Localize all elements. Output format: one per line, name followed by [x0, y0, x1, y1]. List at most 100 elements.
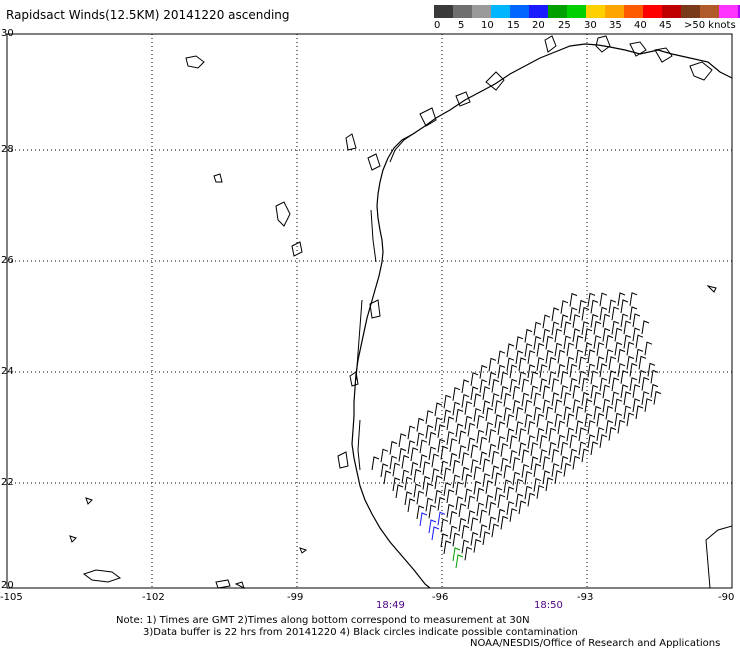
wind-barb	[449, 525, 458, 540]
wind-barb	[467, 510, 476, 524]
wind-barb	[539, 378, 548, 393]
wind-barb	[542, 470, 551, 485]
wind-barb	[560, 455, 569, 470]
wind-barb	[437, 424, 446, 438]
legend-color-swatch	[681, 5, 700, 18]
wind-barb	[488, 516, 497, 531]
wind-barb	[464, 401, 473, 415]
wind-barb	[620, 313, 629, 328]
wind-barb	[635, 348, 644, 363]
wind-barb	[434, 402, 443, 417]
wind-barb	[443, 467, 452, 482]
wind-barb	[614, 412, 623, 427]
wind-barb	[641, 320, 650, 335]
wind-barb	[425, 424, 434, 439]
wind-barb	[419, 512, 428, 527]
wind-barb	[464, 415, 473, 430]
wind-barb	[521, 378, 530, 393]
wind-barb	[593, 335, 602, 349]
wind-barb	[527, 420, 536, 435]
wind-barb	[380, 448, 389, 463]
wind-barb	[623, 320, 632, 335]
wind-barb	[506, 501, 515, 515]
wind-barb	[620, 384, 629, 399]
wind-barb	[527, 364, 536, 379]
wind-barb	[500, 371, 509, 386]
wind-barb	[461, 466, 470, 481]
wind-barb	[560, 314, 569, 329]
wind-barb	[458, 503, 467, 517]
wind-barb	[605, 405, 614, 420]
wind-barb	[431, 453, 440, 468]
wind-barb	[488, 371, 497, 386]
wind-barb	[566, 427, 575, 442]
wind-barb	[512, 385, 521, 400]
wind-barb	[581, 377, 590, 392]
wind-barb	[641, 376, 650, 391]
legend-color-swatch	[510, 5, 529, 18]
wind-barb	[536, 342, 545, 357]
wind-barb	[443, 409, 452, 424]
wind-barb	[443, 482, 452, 496]
wind-barb	[572, 314, 581, 328]
lon-tick-label: -99	[287, 592, 304, 603]
wind-barb	[533, 321, 542, 336]
legend-tick-label: 0	[434, 20, 441, 31]
wind-barb	[494, 487, 503, 501]
wind-barb	[569, 292, 578, 307]
barrier-island	[355, 299, 363, 381]
barrier-island	[357, 419, 361, 471]
wind-barb	[548, 427, 557, 442]
wind-barb	[590, 313, 599, 328]
wind-barb	[503, 407, 512, 421]
wind-barb	[566, 356, 575, 371]
wind-barb	[578, 441, 587, 456]
wind-barb	[617, 348, 626, 363]
wind-barb	[461, 379, 470, 394]
wind-barb	[623, 391, 632, 406]
lon-tick-label: -90	[718, 592, 735, 603]
wind-barb	[485, 422, 494, 436]
wind-barb	[563, 406, 572, 421]
wind-barb	[446, 503, 455, 518]
wind-barb	[440, 445, 449, 460]
wind-barb	[389, 455, 398, 470]
wind-barb	[494, 400, 503, 414]
wind-barb	[500, 385, 509, 400]
wind-barb	[518, 371, 527, 386]
wind-barb	[419, 439, 428, 454]
wind-barb	[458, 445, 467, 459]
wind-barb	[575, 335, 584, 350]
wind-barb	[512, 457, 521, 471]
wind-barb	[425, 497, 434, 512]
legend-tick-label: >50 knots	[684, 20, 736, 31]
wind-barb	[512, 471, 521, 486]
footnote-line: Note: 1) Times are GMT 2)Times along bot…	[116, 615, 530, 626]
wind-barb	[497, 494, 506, 508]
legend-labels: 0 5 10 15 20 25 30 35 40 45 >50 knots	[434, 20, 736, 34]
wind-barb	[551, 321, 560, 336]
wind-barb	[587, 434, 596, 449]
wind-barb	[443, 540, 452, 555]
wind-barb	[551, 307, 560, 322]
wind-barb	[428, 431, 437, 446]
wind-barb	[398, 433, 407, 447]
legend-color-swatch	[605, 5, 624, 18]
wind-barb	[434, 475, 443, 489]
lon-tick-label: -105	[0, 592, 23, 603]
wind-barb	[371, 456, 380, 471]
wind-barb	[452, 387, 461, 401]
wind-barb	[470, 531, 479, 546]
lat-tick-label: 30	[1, 28, 14, 39]
wind-barb	[557, 434, 566, 449]
wind-barb	[542, 328, 551, 343]
wind-barb	[467, 422, 476, 437]
wind-barb	[506, 486, 515, 501]
wind-barb	[518, 357, 527, 372]
legend-tick-label: 10	[481, 20, 494, 31]
wind-barb	[440, 533, 449, 548]
legend-color-bar	[434, 5, 740, 18]
wind-barb	[509, 435, 518, 450]
wind-barb	[548, 441, 557, 456]
legend-color-swatch	[719, 5, 738, 18]
